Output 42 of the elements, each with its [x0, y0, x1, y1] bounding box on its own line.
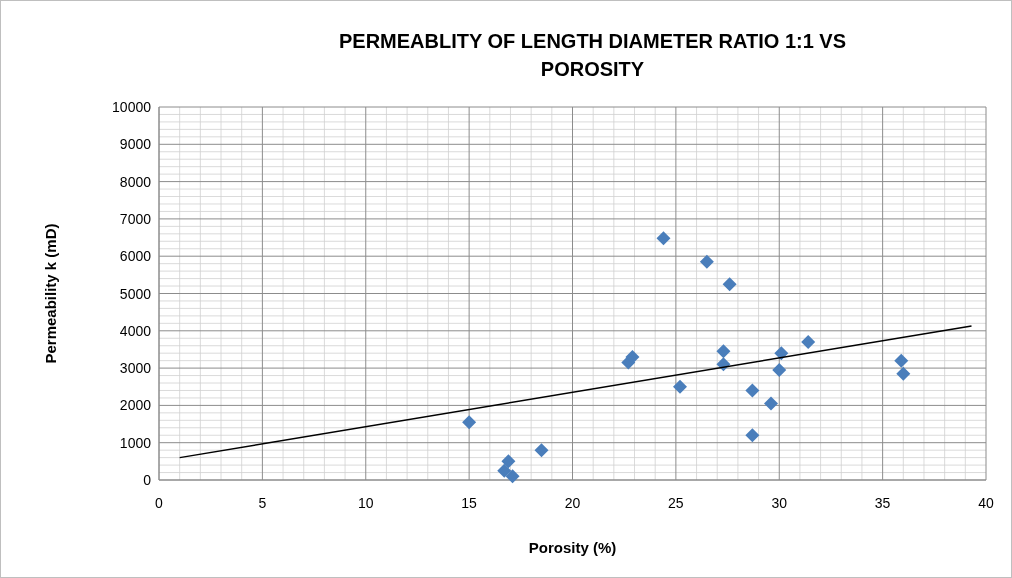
point: [801, 334, 816, 349]
point: [462, 415, 477, 430]
point: [763, 396, 778, 411]
y-tick-label: 0: [143, 472, 152, 488]
point: [501, 454, 516, 469]
point: [505, 469, 520, 484]
x-tick-label: 20: [564, 495, 581, 511]
point: [896, 366, 911, 381]
x-axis-title: Porosity (%): [528, 539, 617, 556]
y-tick-label: 7000: [119, 210, 152, 227]
point: [745, 428, 760, 443]
y-tick-label: 5000: [119, 285, 152, 302]
point: [699, 254, 714, 269]
point: [716, 344, 731, 359]
point: [774, 346, 789, 361]
y-tick-label: 9000: [119, 136, 152, 153]
point: [534, 443, 549, 458]
x-tick-label: 5: [258, 495, 267, 511]
y-tick-label: 4000: [119, 322, 152, 339]
y-tick-label: 2000: [119, 397, 152, 414]
y-tick-label: 10000: [112, 99, 152, 115]
point: [772, 362, 787, 377]
point: [497, 463, 512, 478]
point: [673, 379, 688, 394]
chart-title: PERMEABLITY OF LENGTH DIAMETER RATIO 1:1 VS POROSITY: [338, 30, 847, 80]
y-tick-label: 1000: [119, 434, 152, 451]
point: [722, 277, 737, 292]
point: [625, 349, 640, 364]
x-tick-label: 35: [874, 495, 891, 511]
y-tick-label: 8000: [119, 173, 152, 190]
x-tick-label: 30: [771, 495, 788, 511]
y-tick-label: 6000: [119, 248, 152, 265]
x-tick-label: 10: [357, 495, 374, 511]
point: [745, 383, 760, 398]
point: [656, 231, 671, 246]
point: [894, 353, 909, 368]
x-tick-label: 0: [155, 495, 164, 511]
x-tick-label: 40: [978, 495, 994, 511]
y-tick-label: 3000: [119, 360, 152, 377]
x-tick-label: 15: [461, 495, 478, 511]
y-axis-title: Permeability k (mD): [42, 223, 59, 364]
x-tick-label: 25: [668, 495, 684, 511]
